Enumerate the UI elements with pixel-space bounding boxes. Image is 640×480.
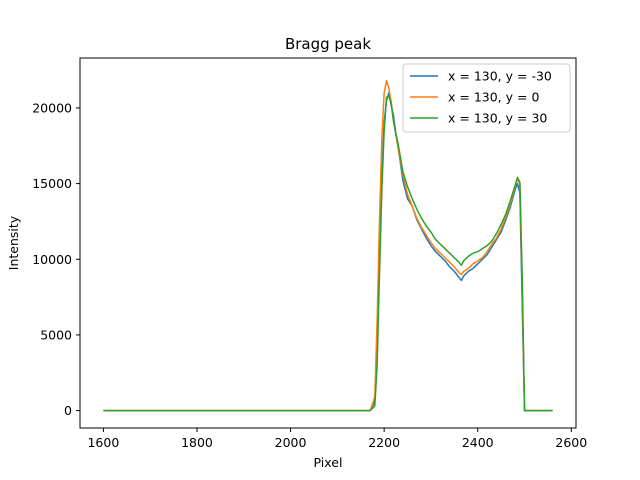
x-tick-label: 2200 [368, 435, 400, 450]
legend-label-1: x = 130, y = -30 [448, 69, 552, 84]
legend-label-3: x = 130, y = 30 [448, 111, 547, 126]
y-tick-label: 20000 [32, 100, 72, 115]
plot-area-frame [79, 57, 577, 429]
y-axis-label: Intensity [6, 215, 21, 270]
x-tick-label: 2400 [462, 435, 494, 450]
y-tick-label: 10000 [32, 252, 72, 267]
legend-label-2: x = 130, y = 0 [448, 90, 539, 105]
series-line-3 [103, 95, 553, 412]
x-axis-label: Pixel [314, 455, 343, 470]
x-tick-label: 2000 [275, 435, 307, 450]
y-tick-label: 15000 [32, 176, 72, 191]
legend-box [402, 63, 571, 133]
y-tick-label: 5000 [40, 327, 72, 342]
y-axis: 0 5000 10000 15000 20000 [32, 100, 80, 418]
x-tick-label: 1800 [181, 435, 213, 450]
series-layer [103, 79, 553, 412]
y-tick-label: 0 [64, 403, 72, 418]
series-line-2 [103, 79, 553, 412]
legend: x = 130, y = -30 x = 130, y = 0 x = 130, y… [402, 63, 571, 133]
x-tick-label: 2600 [555, 435, 587, 450]
chart-title: Bragg peak [285, 35, 371, 53]
x-tick-label: 1600 [87, 435, 119, 450]
x-axis: 1600 1800 2000 2200 2400 2600 [87, 428, 587, 450]
